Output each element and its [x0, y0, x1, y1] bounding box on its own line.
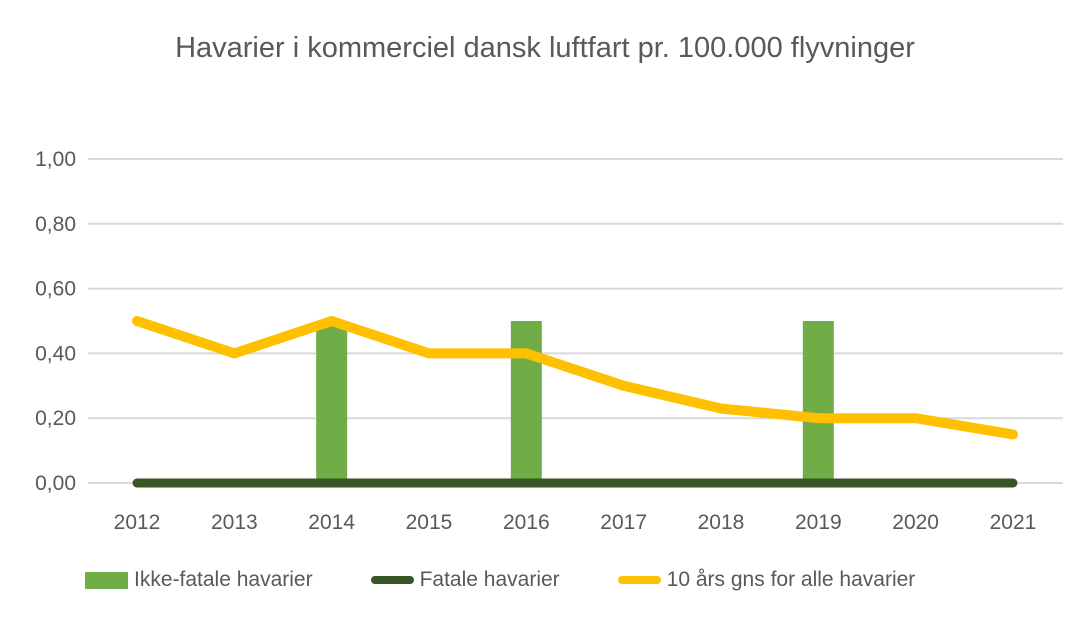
x-axis-tick-label: 2015: [406, 511, 453, 534]
bar-2019: [802, 321, 834, 483]
legend-label: 10 års gns for alle havarier: [666, 568, 916, 591]
line-series: [132, 316, 1018, 440]
legend-line-swatch-darkgreen: [370, 576, 414, 584]
chart-title: Havarier i kommerciel dansk luftfart pr.…: [175, 32, 915, 64]
y-axis-tick-label: 1,00: [35, 148, 76, 171]
x-axis-tick-label: 2012: [114, 511, 161, 534]
legend-item-ikke-fatale: Ikke-fatale havarier: [85, 568, 313, 592]
x-axis-tick-label: 2017: [600, 511, 647, 534]
legend-bar-swatch-green: [85, 571, 128, 589]
x-axis-tick-label: 2018: [698, 511, 745, 534]
x-axis-tick-label: 2014: [308, 511, 355, 534]
x-axis-tick-label: 2020: [892, 511, 939, 534]
x-axis-tick-label: 2019: [795, 511, 842, 534]
x-axis-tick-label: 2016: [503, 511, 550, 534]
x-axis-tick-label: 2021: [990, 511, 1037, 534]
legend-label: Fatale havarier: [419, 568, 560, 591]
bar-2016: [510, 321, 542, 483]
y-axis-tick-label: 0,00: [35, 472, 76, 495]
legend-item-fatale: Fatale havarier: [370, 568, 560, 592]
y-axis-tick-label: 0,20: [35, 407, 76, 430]
y-axis-tick-label: 0,80: [35, 213, 76, 236]
x-axis-tick-label: 2013: [211, 511, 258, 534]
legend-label: Ikke-fatale havarier: [134, 568, 313, 591]
legend-item-gns: 10 års gns for alle havarier: [617, 568, 916, 592]
y-axis-tick-label: 0,40: [35, 342, 76, 365]
bar-2014: [316, 321, 348, 483]
legend: Ikke-fatale havarier Fatale havarier 10 …: [85, 568, 915, 592]
y-axis-tick-label: 0,60: [35, 278, 76, 301]
legend-line-swatch-yellow: [617, 576, 661, 584]
